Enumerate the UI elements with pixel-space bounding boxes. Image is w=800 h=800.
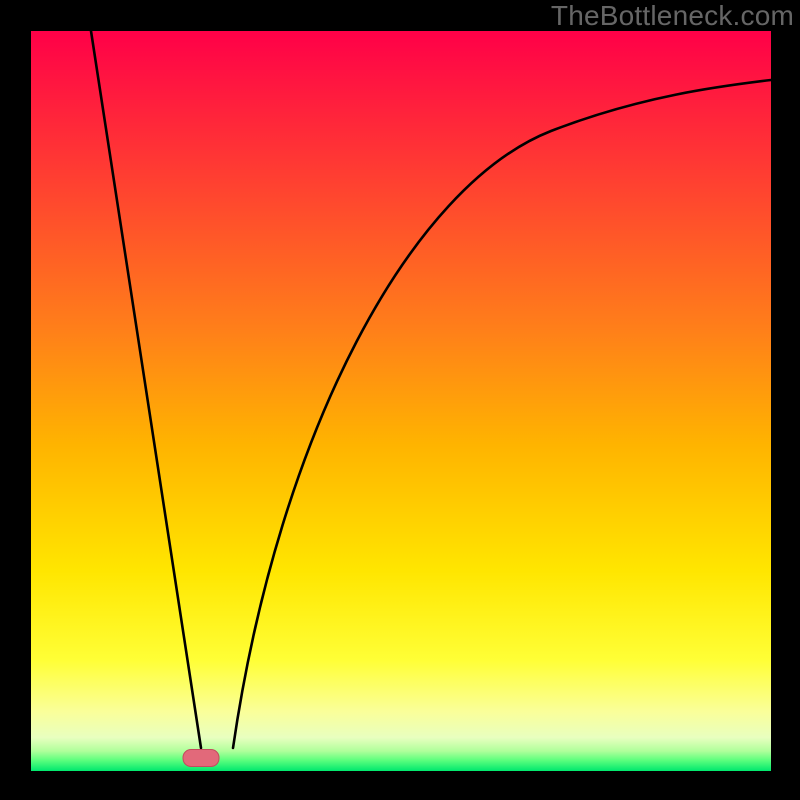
chart-container: TheBottleneck.com — [0, 0, 800, 800]
bottleneck-chart — [0, 0, 800, 800]
watermark-text: TheBottleneck.com — [551, 0, 794, 32]
plot-gradient-background — [31, 31, 771, 771]
optimal-marker — [183, 750, 219, 767]
